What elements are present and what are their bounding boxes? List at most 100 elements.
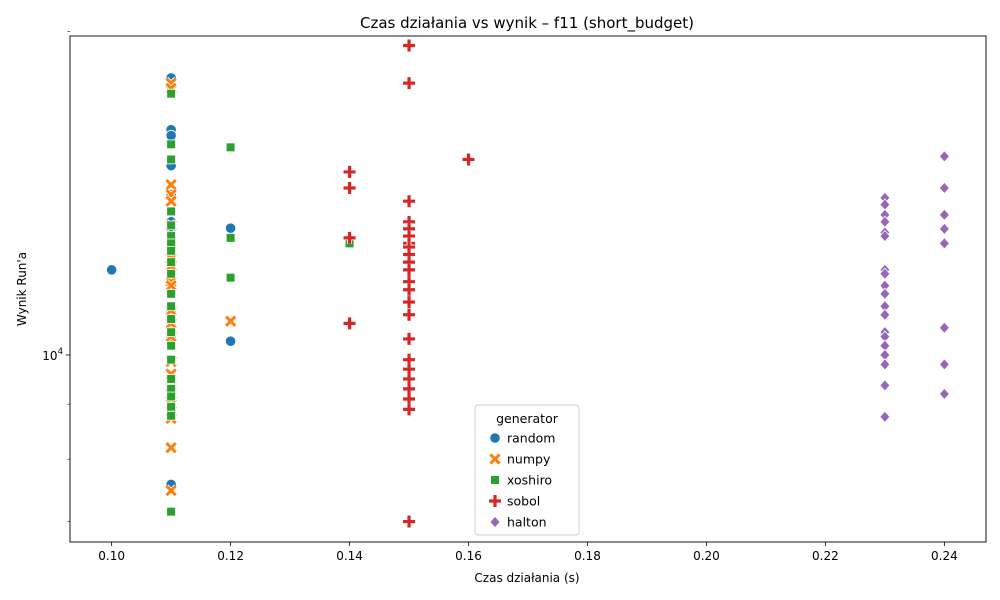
series-xoshiro [166, 88, 355, 517]
data-point-xoshiro [166, 374, 176, 384]
data-point-sobol [343, 165, 356, 178]
legend-item-sobol: sobol [489, 494, 540, 509]
data-point-halton [938, 208, 950, 222]
data-point-xoshiro [225, 233, 236, 243]
data-point-xoshiro [166, 139, 176, 150]
data-point-halton [879, 358, 891, 371]
data-point-halton [879, 215, 891, 229]
data-point-xoshiro [166, 314, 176, 324]
legend-label: random [507, 431, 555, 446]
data-point-xoshiro [166, 268, 176, 279]
data-point-halton [879, 267, 891, 280]
data-point-xoshiro [166, 257, 176, 267]
data-point-xoshiro [166, 245, 176, 256]
legend-marker-halton [489, 515, 501, 529]
series-numpy [164, 76, 237, 497]
data-point-sobol [403, 332, 416, 345]
legend-item-xoshiro: xoshiro [490, 473, 552, 488]
data-point-xoshiro [166, 506, 176, 517]
chart-title: Czas działania vs wynik – f11 (short_bud… [360, 14, 694, 33]
legend-marker-numpy [488, 452, 502, 466]
data-point-sobol [343, 231, 356, 244]
plot-frame [69, 35, 987, 543]
data-point-sobol [462, 153, 475, 166]
data-point-sobol [403, 515, 416, 528]
data-point-halton [879, 379, 891, 392]
data-point-halton [879, 287, 891, 301]
x-tick-label: 0.22 [812, 549, 839, 563]
x-tick-label: 0.20 [693, 549, 720, 563]
data-point-xoshiro [225, 142, 236, 153]
data-point-xoshiro [225, 272, 236, 283]
data-point-numpy [164, 279, 178, 292]
data-point-numpy [224, 314, 237, 328]
x-tick-label: 0.12 [217, 549, 244, 563]
data-point-random [106, 264, 118, 276]
data-point-halton [938, 150, 950, 163]
data-point-sobol [403, 393, 416, 406]
data-point-sobol [403, 403, 416, 416]
x-axis-label: Czas działania (s) [474, 571, 579, 585]
data-point-xoshiro [166, 391, 176, 402]
x-tick-label: 0.16 [455, 549, 482, 563]
data-point-halton [879, 198, 891, 211]
data-point-halton [938, 237, 950, 250]
legend-marker-xoshiro [490, 475, 500, 485]
data-point-halton [938, 387, 950, 401]
legend-label: numpy [507, 452, 551, 467]
data-point-xoshiro [166, 410, 176, 421]
data-point-halton [938, 321, 950, 334]
data-point-sobol [403, 283, 416, 296]
data-point-numpy [164, 194, 178, 208]
x-tick-label: 0.24 [931, 549, 958, 563]
x-tick-label: 0.14 [336, 549, 363, 563]
legend: generator random numpy xoshiro sobol halton [474, 404, 580, 536]
data-point-random [224, 335, 237, 347]
legend-items: random numpy xoshiro sobol halton [488, 431, 555, 530]
data-point-halton [938, 358, 950, 371]
x-tick-label: 0.18 [574, 549, 601, 563]
data-point-random [165, 129, 177, 142]
plot-area [106, 39, 950, 528]
data-point-numpy [164, 484, 178, 497]
legend-label: sobol [507, 494, 540, 509]
legend-label: halton [507, 515, 547, 530]
data-point-numpy [164, 441, 178, 454]
legend-marker-random [489, 432, 501, 444]
data-point-sobol [343, 181, 356, 194]
legend-label: xoshiro [507, 473, 552, 488]
y-axis: 104 [42, 31, 70, 522]
legend-title: generator [496, 411, 559, 426]
data-point-sobol [343, 317, 356, 330]
data-point-sobol [403, 296, 416, 309]
data-point-numpy [164, 178, 178, 191]
data-point-xoshiro [166, 401, 176, 412]
y-axis-label: Wynik Run'a [15, 252, 29, 326]
data-point-xoshiro [166, 354, 176, 365]
data-point-sobol [403, 382, 416, 395]
data-point-sobol [403, 39, 416, 52]
data-point-xoshiro [166, 206, 176, 217]
data-point-sobol [403, 308, 416, 321]
x-tick-label: 0.10 [98, 549, 125, 563]
legend-item-random: random [489, 431, 555, 446]
x-axis: 0.10 0.12 0.14 0.16 0.18 0.20 0.22 0.24 [98, 542, 958, 563]
data-point-halton [879, 410, 891, 424]
data-point-xoshiro [166, 289, 176, 299]
data-point-sobol [403, 77, 416, 90]
data-point-xoshiro [166, 154, 176, 165]
data-point-halton [938, 222, 950, 236]
data-point-sobol [403, 195, 416, 208]
data-point-xoshiro [166, 220, 176, 231]
data-point-sobol [403, 263, 416, 276]
series-sobol [343, 39, 475, 528]
data-point-xoshiro [166, 301, 176, 312]
data-point-halton [879, 229, 891, 243]
data-point-xoshiro [166, 340, 176, 351]
data-point-halton [938, 181, 950, 195]
legend-marker-sobol [489, 495, 501, 507]
series-halton [879, 150, 950, 424]
legend-item-halton: halton [489, 515, 547, 530]
y-tick-label: 104 [42, 347, 63, 363]
